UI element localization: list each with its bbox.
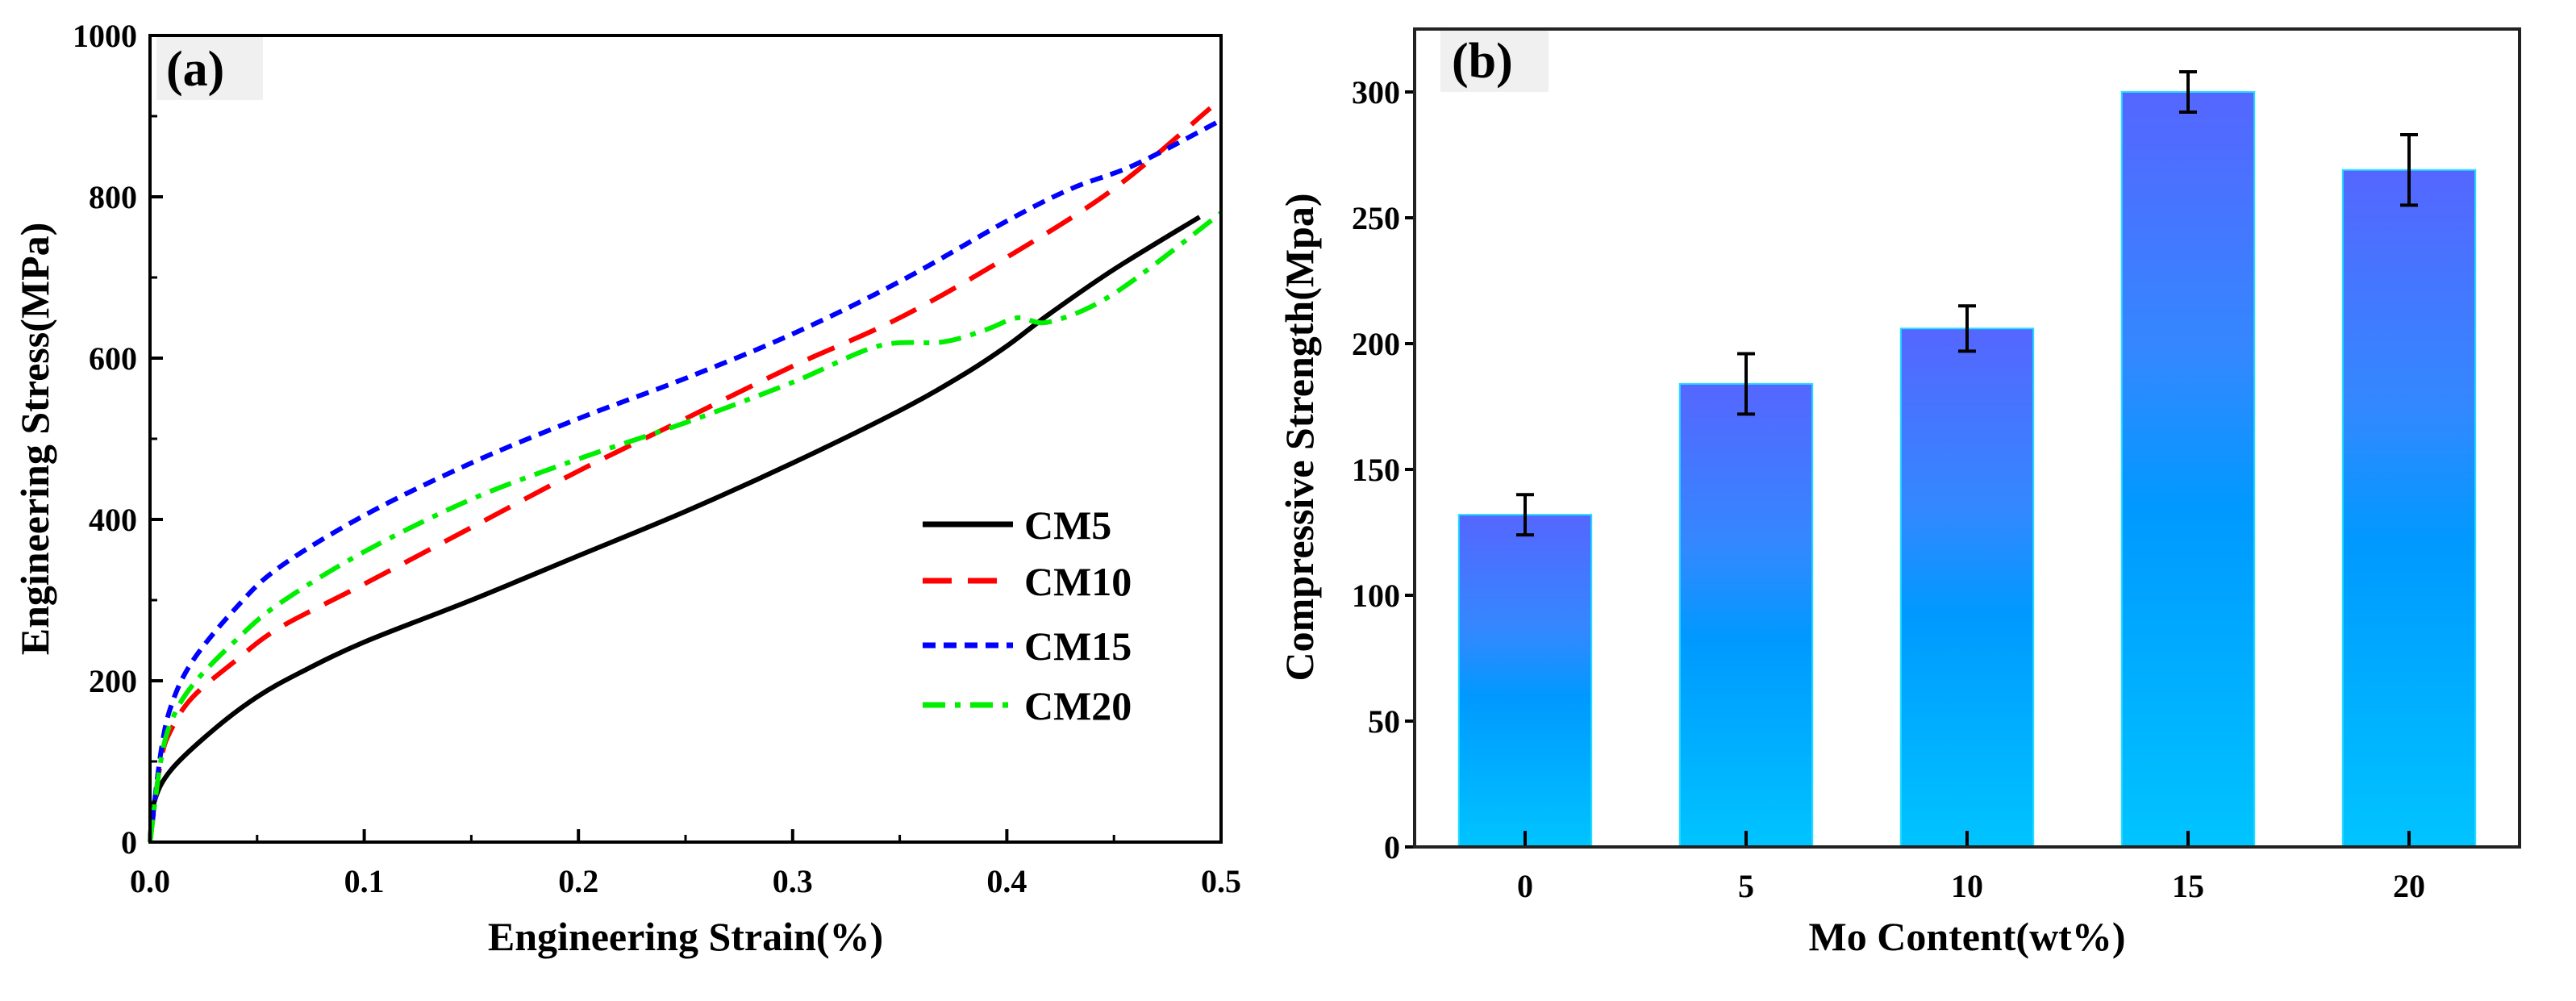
x-tick-label: 0.4 <box>986 863 1027 899</box>
legend-label-cm20: CM20 <box>1024 683 1132 728</box>
x-tick-label: 0.0 <box>130 863 170 899</box>
bar-0 <box>1457 514 1593 848</box>
bar-20 <box>2341 169 2477 849</box>
y-tick-label: 800 <box>89 179 137 215</box>
y-axis-title: Engineering Stress(MPa) <box>12 223 57 656</box>
series-line-cm5 <box>148 215 1202 843</box>
y-tick-label: 50 <box>1368 703 1400 740</box>
series-line-cm10 <box>148 106 1212 843</box>
x-tick-label: 0.2 <box>558 863 598 899</box>
legend-label-cm15: CM15 <box>1024 624 1132 669</box>
x-axis-title: Mo Content(wt%) <box>1809 914 2126 959</box>
panel-a-line-chart: (a) Engineering Strain(%) Engineering St… <box>12 18 1241 959</box>
y-tick-label: 150 <box>1352 452 1400 488</box>
panel-label-b: (b) <box>1452 34 1513 89</box>
y-tick-label: 100 <box>1352 578 1400 614</box>
panel-b-bar-chart: (b) Mo Content(wt%) Compressive Strength… <box>1277 27 2521 959</box>
y-tick-label: 0 <box>1384 829 1400 865</box>
y-tick-label: 300 <box>1352 74 1400 111</box>
x-tick-label: 0 <box>1517 868 1533 904</box>
x-tick-label: 0.5 <box>1201 863 1241 899</box>
y-tick-label: 400 <box>89 502 137 538</box>
plot-frame <box>1413 27 2521 849</box>
y-tick-label: 200 <box>1352 326 1400 362</box>
series-line-cm15 <box>148 118 1223 843</box>
x-tick-label: 0.3 <box>773 863 813 899</box>
legend-label-cm10: CM10 <box>1024 559 1132 604</box>
panel-label-a: (a) <box>166 42 224 97</box>
x-tick-label: 20 <box>2393 868 2425 904</box>
legend-label-cm5: CM5 <box>1024 503 1111 548</box>
y-tick-label: 0 <box>121 824 137 861</box>
x-tick-label: 15 <box>2172 868 2204 904</box>
y-tick-label: 200 <box>89 663 137 699</box>
x-tick-label: 0.1 <box>344 863 385 899</box>
y-tick-label: 1000 <box>73 18 137 54</box>
x-tick-label: 5 <box>1738 868 1754 904</box>
y-tick-label: 600 <box>89 340 137 377</box>
bar-15 <box>2120 91 2256 848</box>
x-axis-title: Engineering Strain(%) <box>488 914 883 959</box>
y-axis-title: Compressive Strength(Mpa) <box>1277 193 1322 681</box>
panel-label-bg <box>1440 27 1549 92</box>
bar-5 <box>1678 382 1814 849</box>
bar-10 <box>1899 327 2035 848</box>
x-tick-label: 10 <box>1951 868 1983 904</box>
y-tick-label: 250 <box>1352 200 1400 236</box>
panel-label-bg <box>156 37 263 100</box>
